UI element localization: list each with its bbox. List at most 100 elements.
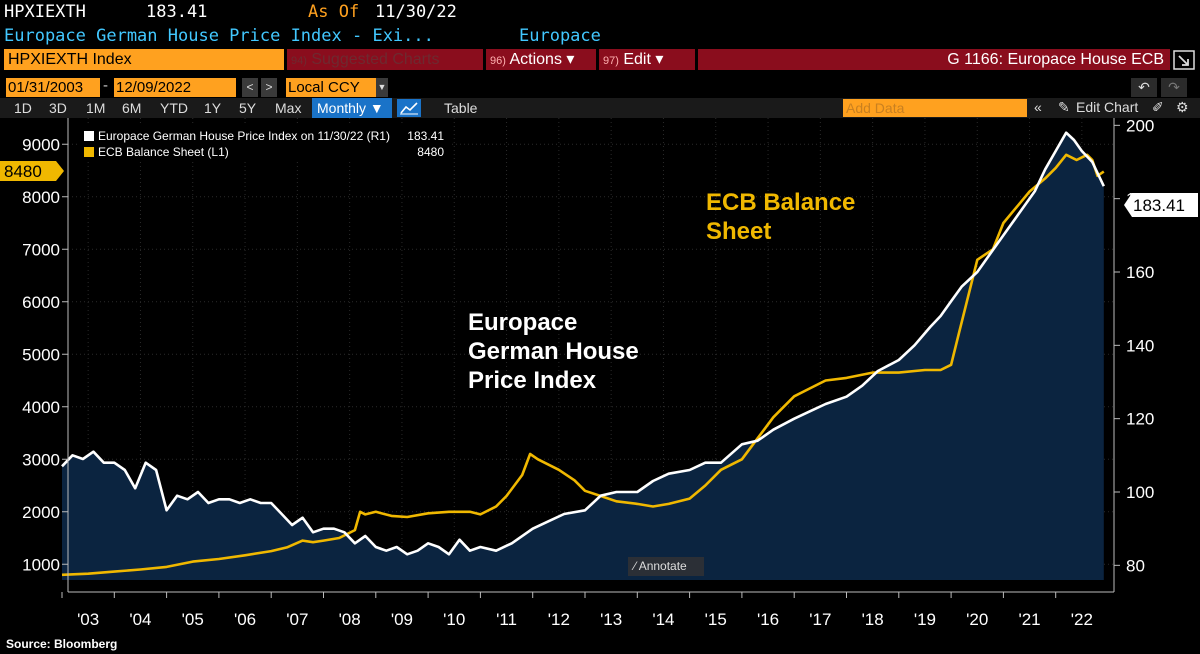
x-tick-label: '12	[548, 610, 570, 629]
suggested-charts-button[interactable]: 94) Suggested Charts	[287, 49, 483, 70]
left-tick-label: 7000	[22, 240, 60, 259]
end-date-field[interactable]: 12/09/2022	[114, 78, 236, 97]
expand-icon[interactable]	[1173, 50, 1195, 70]
x-tick-label: '10	[443, 610, 465, 629]
x-tick-label: '17	[809, 610, 831, 629]
x-tick-label: '05	[182, 610, 204, 629]
left-highlight-value: 8480	[4, 162, 42, 181]
legend-item-ecb: ECB Balance Sheet (L1) 8480	[84, 145, 446, 159]
period-ytd[interactable]: YTD	[160, 100, 188, 116]
suggested-num: 94)	[291, 55, 307, 67]
x-tick-label: '15	[705, 610, 727, 629]
legend-swatch-house	[84, 131, 94, 141]
left-tick-label: 2000	[22, 503, 60, 522]
annotate-button[interactable]: ⁄ Annotate	[628, 557, 704, 576]
x-tick-label: '07	[286, 610, 308, 629]
settings-gear-icon[interactable]: ⚙	[1176, 99, 1189, 115]
annotate-label: Annotate	[638, 559, 687, 573]
right-tick-label: 80	[1126, 556, 1145, 575]
ecb-balance-line	[61, 153, 1105, 577]
right-highlight-value: 183.41	[1133, 196, 1185, 215]
right-axis-ticks: 80100120140160180200	[1114, 118, 1154, 575]
actions-num: 96)	[490, 55, 506, 67]
x-tick-label: '22	[1071, 610, 1093, 629]
chart-title: G 1166: Europace House ECB	[698, 49, 1170, 70]
add-data-input[interactable]: Add Data	[843, 99, 1027, 117]
actions-button[interactable]: 96) Actions ▾	[486, 49, 596, 70]
undo-icon[interactable]: ↶	[1131, 78, 1157, 97]
collapse-icon[interactable]: «	[1034, 99, 1042, 115]
x-tick-label: '16	[757, 610, 779, 629]
redo-icon[interactable]: ↷	[1161, 78, 1187, 97]
function-bar: HPXIEXTH Index 94) Suggested Charts 96) …	[0, 48, 1200, 72]
legend-value-house: 183.41	[407, 129, 444, 143]
right-tick-label: 120	[1126, 410, 1154, 429]
legend-label-ecb: ECB Balance Sheet (L1)	[98, 145, 229, 159]
right-tick-label: 160	[1126, 263, 1154, 282]
x-tick-label: '13	[600, 610, 622, 629]
ticker: HPXIEXTH	[4, 2, 86, 22]
source-note: Source: Bloomberg	[6, 637, 118, 651]
right-highlight-box	[1124, 193, 1198, 217]
line-chart-icon[interactable]	[397, 99, 421, 117]
ecb-annotation: ECB Balance Sheet	[706, 189, 856, 245]
x-tick-label: '08	[339, 610, 361, 629]
x-tick-label: '06	[234, 610, 256, 629]
chart-area: 1000 2000 3000 4000 5000 6000 7000 8000 9000 80 1…	[0, 118, 1198, 629]
edit-chart-button[interactable]: Edit Chart	[1076, 99, 1139, 115]
period-1y[interactable]: 1Y	[204, 100, 222, 116]
period-1d[interactable]: 1D	[14, 100, 32, 116]
security-field[interactable]: HPXIEXTH Index	[4, 49, 284, 70]
date-range-bar: 01/31/2003 - 12/09/2022 < > Local CCY ▼ …	[0, 76, 1200, 98]
legend-value-ecb: 8480	[417, 145, 444, 159]
pencil-icon[interactable]: ✎	[1058, 99, 1070, 115]
as-of-label: As Of	[308, 2, 360, 22]
x-tick-label: '04	[129, 610, 151, 629]
period-1m[interactable]: 1M	[86, 100, 106, 116]
period-5y[interactable]: 5Y	[239, 100, 257, 116]
house-price-annotation: Europace German House Price Index	[468, 309, 639, 394]
left-tick-label: 1000	[22, 555, 60, 574]
currency-dropdown-icon[interactable]: ▼	[376, 78, 388, 97]
period-3d[interactable]: 3D	[49, 100, 67, 116]
period-6m[interactable]: 6M	[122, 100, 142, 116]
currency-select[interactable]: Local CCY	[286, 78, 376, 97]
legend-label-house: Europace German House Price Index on 11/…	[98, 129, 390, 143]
edit-label: Edit ▾	[623, 51, 664, 68]
x-tick-label: '09	[391, 610, 413, 629]
draw-icon[interactable]: ✐	[1152, 99, 1164, 115]
table-button[interactable]: Table	[444, 100, 478, 116]
left-tick-label: 5000	[22, 345, 60, 364]
left-tick-label: 8000	[22, 188, 60, 207]
period-max[interactable]: Max	[275, 100, 302, 116]
security-header: HPXIEXTH 183.41 As Of 11/30/22	[0, 0, 1200, 24]
edit-button[interactable]: 97) Edit ▾	[599, 49, 695, 70]
left-tick-label: 6000	[22, 293, 60, 312]
data-source: Europace	[519, 26, 601, 46]
next-arrow-icon[interactable]: >	[261, 78, 277, 97]
house-price-area	[62, 132, 1104, 580]
x-tick-label: '21	[1018, 610, 1040, 629]
legend-swatch-ecb	[84, 147, 94, 157]
actions-label: Actions ▾	[509, 51, 575, 68]
frequency-select[interactable]: Monthly ▼	[312, 98, 392, 118]
x-tick-label: '03	[77, 610, 99, 629]
house-price-line	[61, 131, 1105, 556]
left-tick-label: 4000	[22, 398, 60, 417]
edit-num: 97)	[603, 55, 619, 67]
legend-item-house: Europace German House Price Index on 11/…	[84, 129, 446, 143]
right-tick-label: 200	[1126, 118, 1154, 135]
description-row: Europace German House Price Index - Exi.…	[0, 25, 1200, 47]
x-tick-label: '14	[652, 610, 674, 629]
last-price: 183.41	[146, 2, 208, 22]
as-of-date: 11/30/22	[375, 2, 457, 22]
x-axis-ticks: '03 '04 '05 '06 '07 '08 '09 '10 '11 '12 '13 '14 '15 '…	[61, 592, 1093, 629]
left-axis-ticks: 1000 2000 3000 4000 5000 6000 7000 8000 9000	[22, 135, 68, 574]
prev-arrow-icon[interactable]: <	[242, 78, 258, 97]
right-highlight: 183.41	[1124, 193, 1198, 217]
start-date-field[interactable]: 01/31/2003	[6, 78, 100, 97]
period-bar: 1D 3D 1M 6M YTD 1Y 5Y Max Monthly ▼ Tabl…	[0, 98, 1200, 118]
right-tick-label: 100	[1126, 483, 1154, 502]
x-tick-label: '20	[966, 610, 988, 629]
right-tick-label: 140	[1126, 336, 1154, 355]
